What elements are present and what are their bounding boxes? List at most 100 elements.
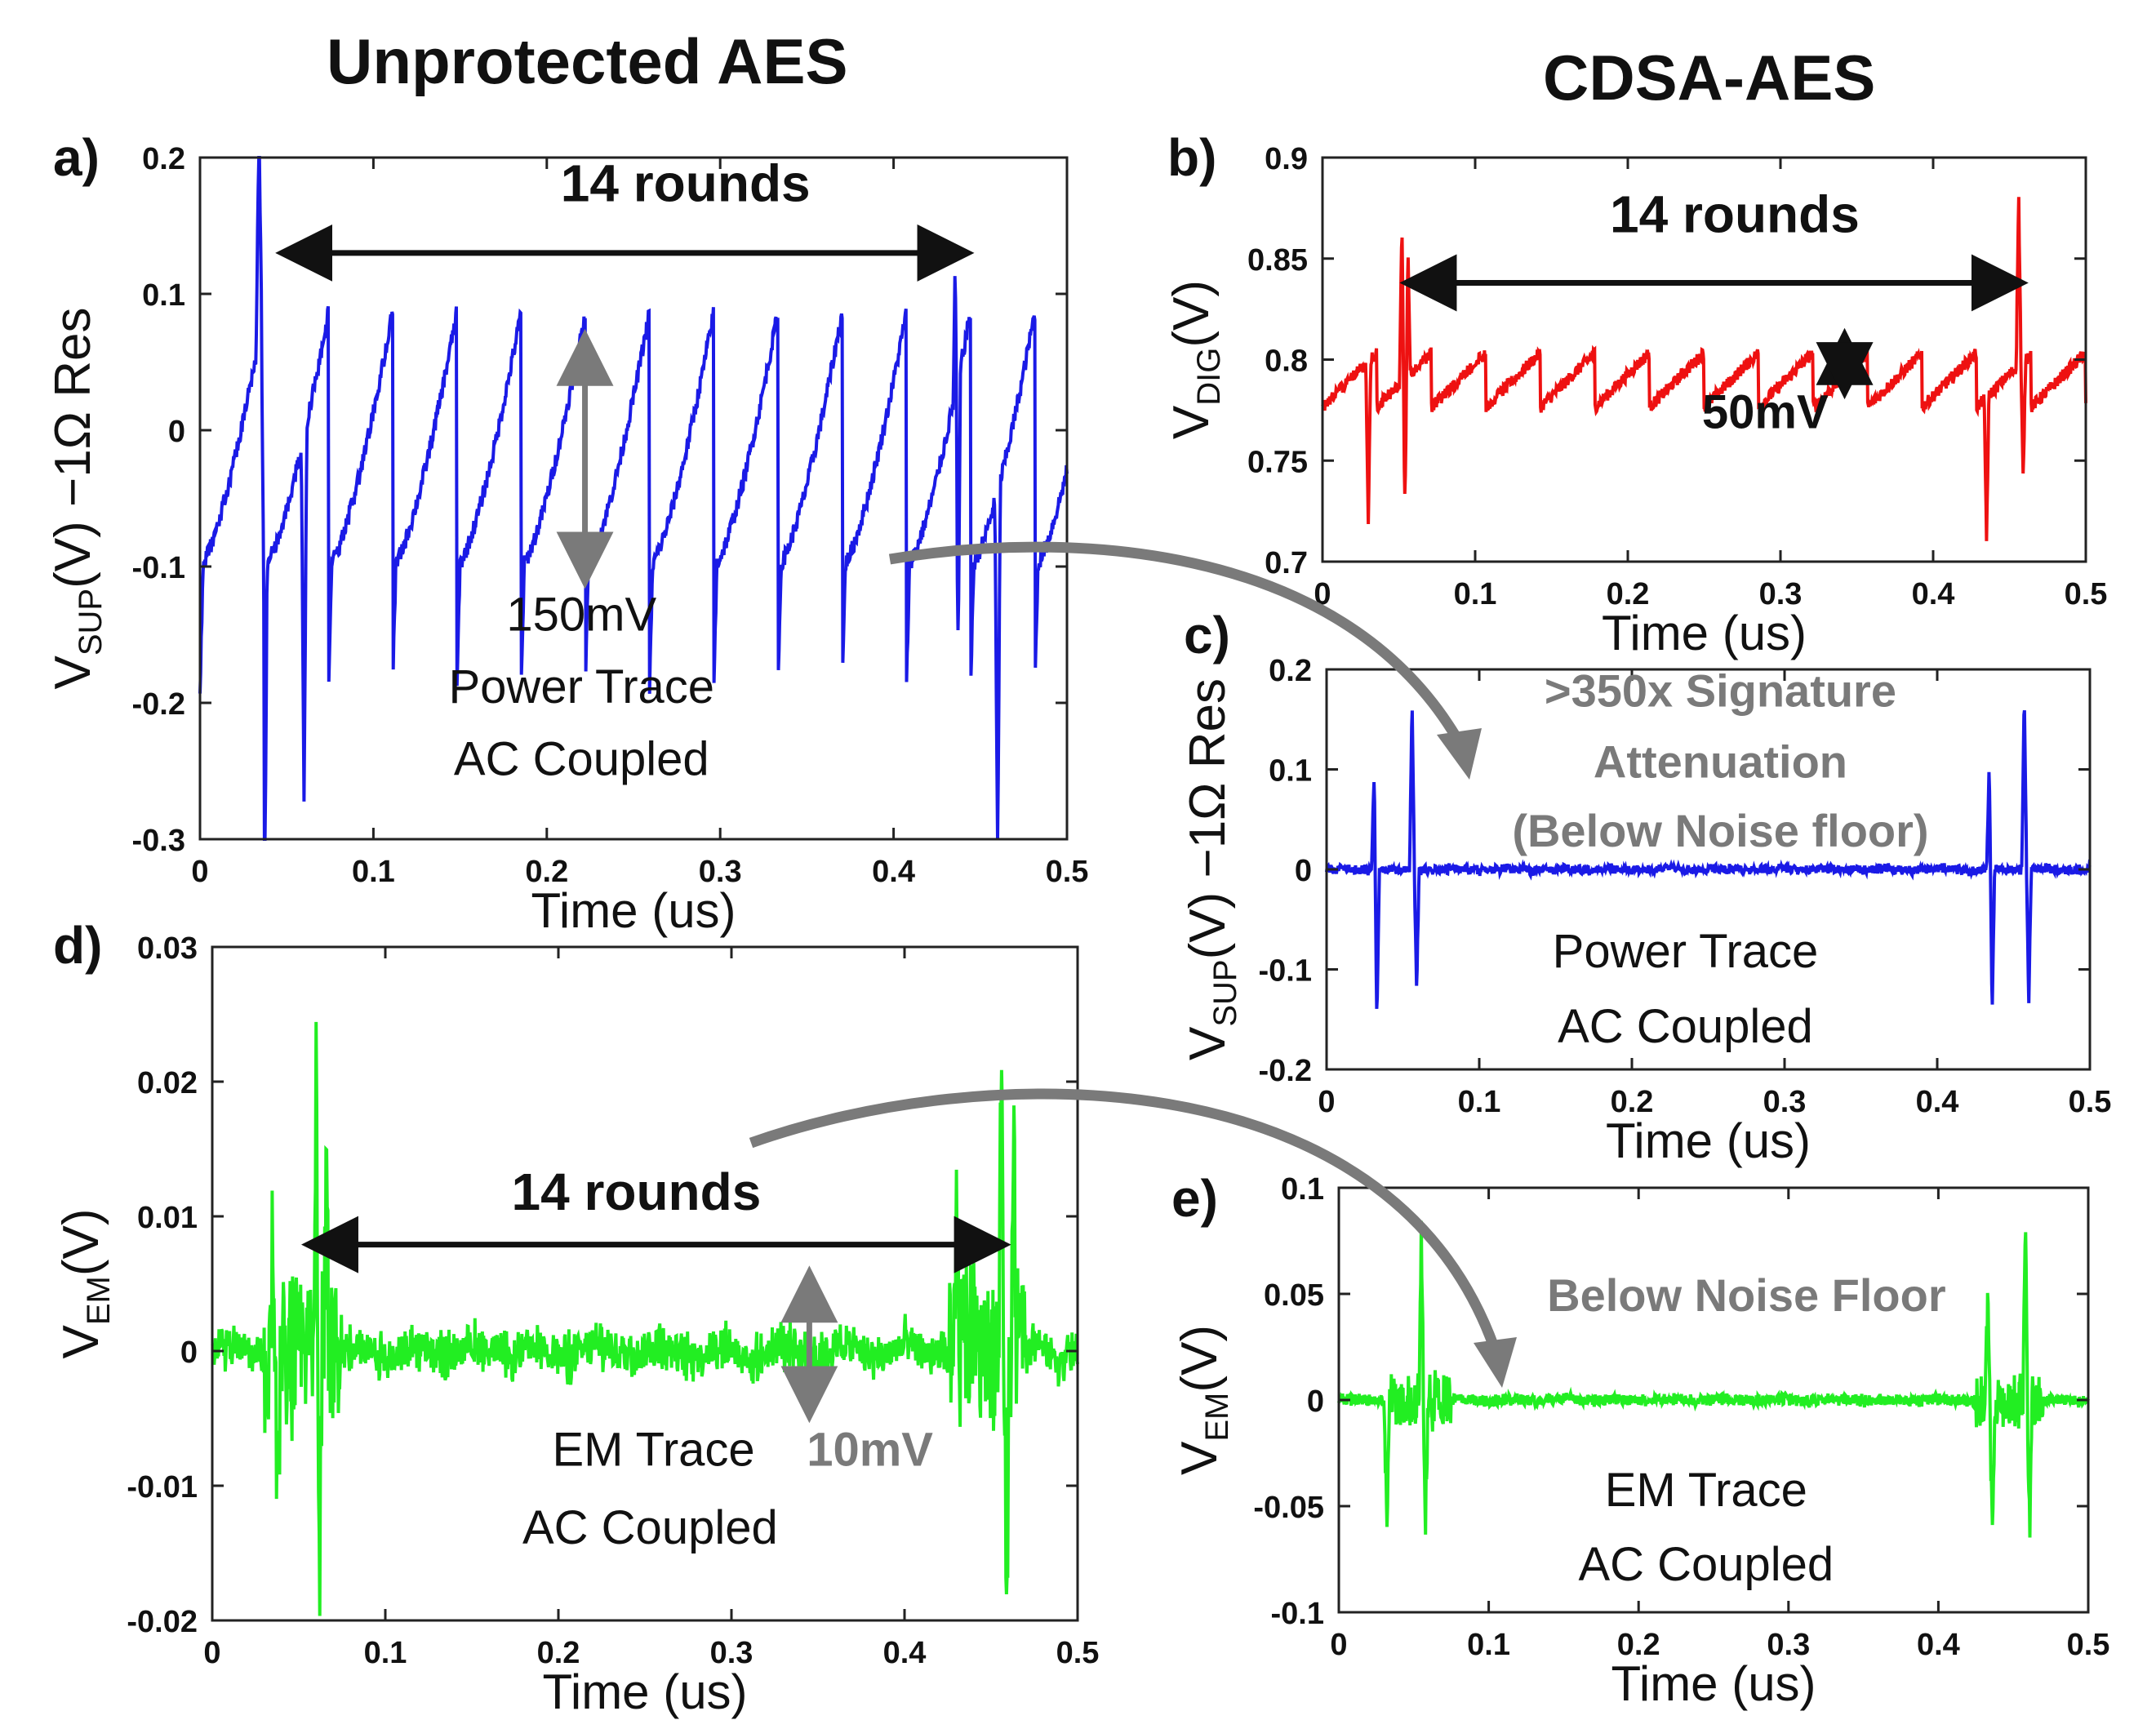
- x-axis-label: Time (us): [1602, 606, 1807, 660]
- y-tick-label: -0.05: [1253, 1491, 1324, 1525]
- x-tick-label: 0.2: [537, 1636, 580, 1670]
- x-tick-label: 0.5: [1056, 1636, 1100, 1670]
- x-tick-label: 0.5: [2065, 577, 2108, 611]
- x-tick-label: 0.3: [1759, 577, 1803, 611]
- x-tick-label: 0.4: [1912, 577, 1955, 611]
- x-tick-label: 0.3: [1767, 1628, 1810, 1662]
- left-column-title: Unprotected AES: [327, 25, 848, 97]
- arrow-d-to-e: [749, 1088, 1500, 1349]
- y-tick-label: 0: [180, 1336, 198, 1370]
- y-tick-label: 0.75: [1247, 445, 1308, 479]
- annotation-text: >350x Signature: [1545, 664, 1896, 716]
- y-tick-label: 0.1: [1269, 754, 1312, 789]
- axes-frame: [198, 156, 1069, 841]
- y-tick-label: -0.3: [132, 824, 185, 858]
- annotation-text: Attenuation: [1594, 736, 1847, 787]
- arrow-a-to-c-head: [1437, 728, 1482, 780]
- x-tick-label: 0.3: [699, 855, 742, 889]
- series-line: [1321, 197, 2087, 541]
- y-tick-label: 0.7: [1265, 546, 1308, 580]
- x-tick-label: 0.4: [872, 855, 915, 889]
- y-tick-label: 0.85: [1247, 243, 1308, 278]
- y-tick-label: 0.1: [1281, 1172, 1324, 1207]
- annotation-text: AC Coupled: [522, 1501, 778, 1554]
- chart-d: 0 0.1 0.2 0.3 0.4 0.5 -0.02 -0.01 0 0.01 0.02 0.03 T…: [53, 916, 1099, 1719]
- chart-a: 0 0.1 0.2 0.3 0.4 0.5-0.3-0.2-0.100.10.2Time …: [45, 128, 1088, 938]
- y-tick-label: 0.01: [137, 1201, 198, 1235]
- x-tick-label: 0.3: [1763, 1085, 1807, 1119]
- series-line: [198, 156, 1069, 841]
- axes-frame: [211, 945, 1079, 1622]
- panel-label: a): [53, 128, 100, 187]
- y-tick-label: -0.1: [132, 551, 185, 585]
- right-column-title: CDSA-AES: [1543, 42, 1876, 113]
- x-axis-label: Time (us): [1611, 1656, 1816, 1711]
- annotation-text: 50mV: [1702, 386, 1829, 439]
- y-tick-label: 0.05: [1264, 1278, 1324, 1313]
- x-tick-label: 0.3: [710, 1636, 753, 1670]
- annotation-text: EM Trace: [553, 1423, 755, 1476]
- chart-e: 0 0.1 0.2 0.3 0.4 0.5 -0.1 -0.05 0 0.05 0.1 Time (u…: [1171, 1169, 2109, 1711]
- panel-label: b): [1167, 128, 1216, 187]
- arrow-d-to-e-head: [1474, 1337, 1517, 1388]
- x-axis-label: Time (us): [542, 1665, 747, 1719]
- x-tick-label: 0: [203, 1636, 220, 1670]
- x-tick-label: 0.1: [1454, 577, 1497, 611]
- x-tick-label: 0.2: [1607, 577, 1650, 611]
- x-tick-label: 0.4: [1916, 1085, 1959, 1119]
- x-tick-label: 0.1: [1458, 1085, 1501, 1119]
- annotation-text: (Below Noise floor): [1512, 805, 1928, 856]
- annotation-text: AC Coupled: [454, 733, 709, 786]
- y-axis-label: VEM(V): [53, 1208, 117, 1358]
- y-tick-label: 0: [1295, 854, 1312, 888]
- x-tick-label: 0.4: [883, 1636, 927, 1670]
- series-line: [1337, 1220, 2090, 1538]
- x-tick-label: 0.5: [2069, 1085, 2112, 1119]
- panel-label: d): [53, 916, 102, 975]
- x-tick-label: 0: [1330, 1628, 1347, 1662]
- arrow-a-to-c: [888, 541, 1462, 742]
- x-axis-label: Time (us): [1606, 1113, 1811, 1168]
- x-tick-label: 0.1: [1467, 1628, 1510, 1662]
- x-tick-label: 0.5: [1046, 855, 1089, 889]
- series-line: [1325, 709, 2092, 1009]
- cross-panel-arrows: [749, 541, 1517, 1388]
- annotation-text: Power Trace: [448, 660, 714, 713]
- y-tick-label: 0.2: [142, 142, 185, 176]
- annotation-text: 14 rounds: [511, 1162, 761, 1221]
- annotation-text: 150mV: [506, 588, 656, 641]
- y-tick-label: -0.1: [1259, 954, 1312, 989]
- annotation-text: 10mV: [807, 1423, 933, 1476]
- series-line: [211, 1021, 1079, 1616]
- x-tick-label: 0.1: [364, 1636, 407, 1670]
- y-tick-label: -0.02: [127, 1605, 198, 1639]
- x-tick-label: 0: [1318, 1085, 1335, 1119]
- y-tick-label: 0.2: [1269, 654, 1312, 688]
- x-tick-label: 0.4: [1917, 1628, 1960, 1662]
- y-axis-label: VDIG(V): [1163, 280, 1227, 439]
- panel-label: e): [1171, 1169, 1218, 1228]
- y-tick-label: 0: [168, 415, 185, 449]
- y-tick-label: 0: [1307, 1385, 1324, 1419]
- annotation-text: AC Coupled: [1558, 1000, 1813, 1053]
- x-tick-label: 0.2: [1617, 1628, 1660, 1662]
- y-tick-label: 0.1: [142, 278, 185, 313]
- annotation-text: Below Noise Floor: [1547, 1269, 1946, 1321]
- x-tick-label: 0.1: [352, 855, 395, 889]
- x-tick-label: 0.2: [525, 855, 568, 889]
- y-axis-label: VSUP(V) −1Ω Res: [1180, 678, 1243, 1060]
- panel-label: c): [1184, 606, 1230, 664]
- annotation-text: EM Trace: [1605, 1464, 1807, 1517]
- y-tick-label: 0.8: [1265, 344, 1308, 379]
- y-axis-label: VSUP(V) −1Ω Res: [45, 308, 109, 690]
- annotation-text: 14 rounds: [561, 153, 811, 212]
- y-tick-label: 0.02: [137, 1066, 198, 1100]
- y-tick-label: -0.2: [1259, 1054, 1312, 1088]
- x-axis-label: Time (us): [531, 883, 736, 938]
- y-axis-label: VEM(V): [1171, 1325, 1235, 1475]
- x-tick-label: 0: [191, 855, 208, 889]
